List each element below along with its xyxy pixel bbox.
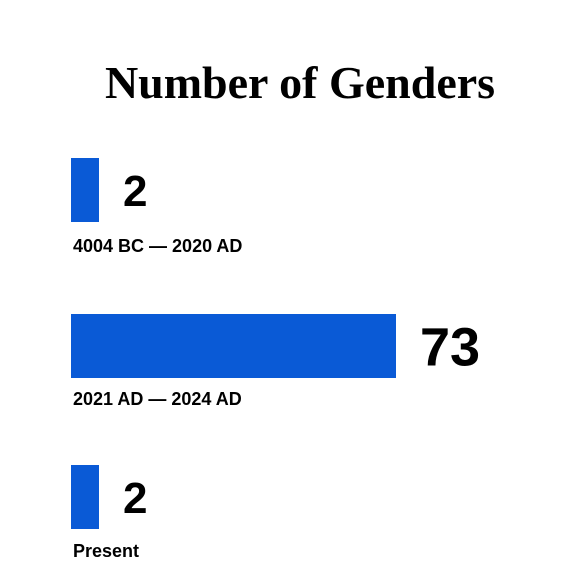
bar-2 (71, 314, 396, 378)
value-label-3: 2 (123, 474, 147, 523)
category-label-1: 4004 BC — 2020 AD (73, 236, 242, 256)
value-label-2: 73 (420, 317, 480, 377)
bar-3 (71, 465, 99, 529)
chart-title: Number of Genders (105, 57, 495, 108)
bar-1 (71, 158, 99, 222)
category-label-2: 2021 AD — 2024 AD (73, 389, 242, 409)
category-label-3: Present (73, 541, 139, 561)
bars-group: 2 4004 BC — 2020 AD 73 2021 AD — 2024 AD 2 Pr… (71, 158, 480, 561)
value-label-1: 2 (123, 167, 147, 216)
